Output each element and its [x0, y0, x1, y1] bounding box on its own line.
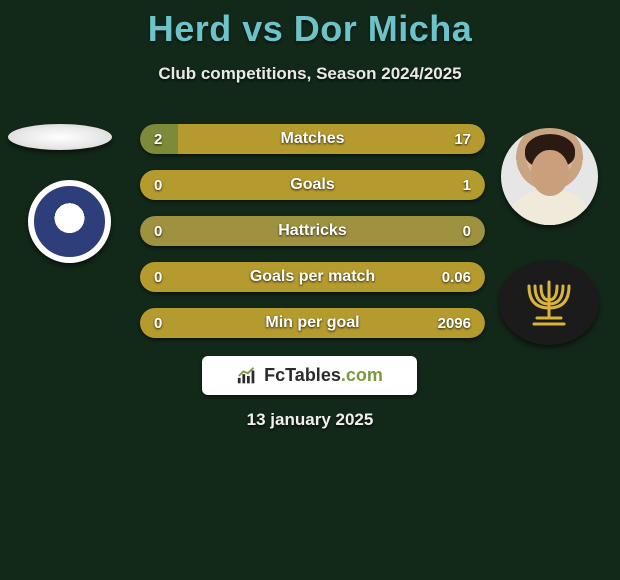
- stat-value-right: 0.06: [442, 269, 471, 286]
- club-badge-right: [499, 260, 599, 345]
- stats-area: 2Matches170Goals10Hattricks00Goals per m…: [140, 124, 485, 354]
- stat-label: Goals: [140, 176, 485, 194]
- subtitle: Club competitions, Season 2024/2025: [0, 64, 620, 84]
- stat-row: 0Min per goal2096: [140, 308, 485, 338]
- stat-label: Hattricks: [140, 222, 485, 240]
- stat-value-right: 2096: [438, 315, 471, 332]
- stat-value-right: 1: [463, 177, 471, 194]
- stat-label: Matches: [140, 130, 485, 148]
- player-right-avatar: [501, 128, 598, 225]
- page-title: Herd vs Dor Micha: [0, 0, 620, 50]
- stat-value-right: 17: [454, 131, 471, 148]
- stat-row: 0Goals1: [140, 170, 485, 200]
- club-badge-left: [28, 180, 111, 263]
- stat-row: 0Hattricks0: [140, 216, 485, 246]
- stat-row: 2Matches17: [140, 124, 485, 154]
- chart-icon: [236, 365, 258, 387]
- stat-label: Min per goal: [140, 314, 485, 332]
- player-left-placeholder: [8, 124, 112, 150]
- brand-badge: FcTables.com: [202, 356, 417, 395]
- stat-row: 0Goals per match0.06: [140, 262, 485, 292]
- stat-value-right: 0: [463, 223, 471, 240]
- menorah-icon: [522, 278, 576, 328]
- stat-label: Goals per match: [140, 268, 485, 286]
- date-label: 13 january 2025: [0, 410, 620, 430]
- brand-text: FcTables.com: [264, 365, 383, 386]
